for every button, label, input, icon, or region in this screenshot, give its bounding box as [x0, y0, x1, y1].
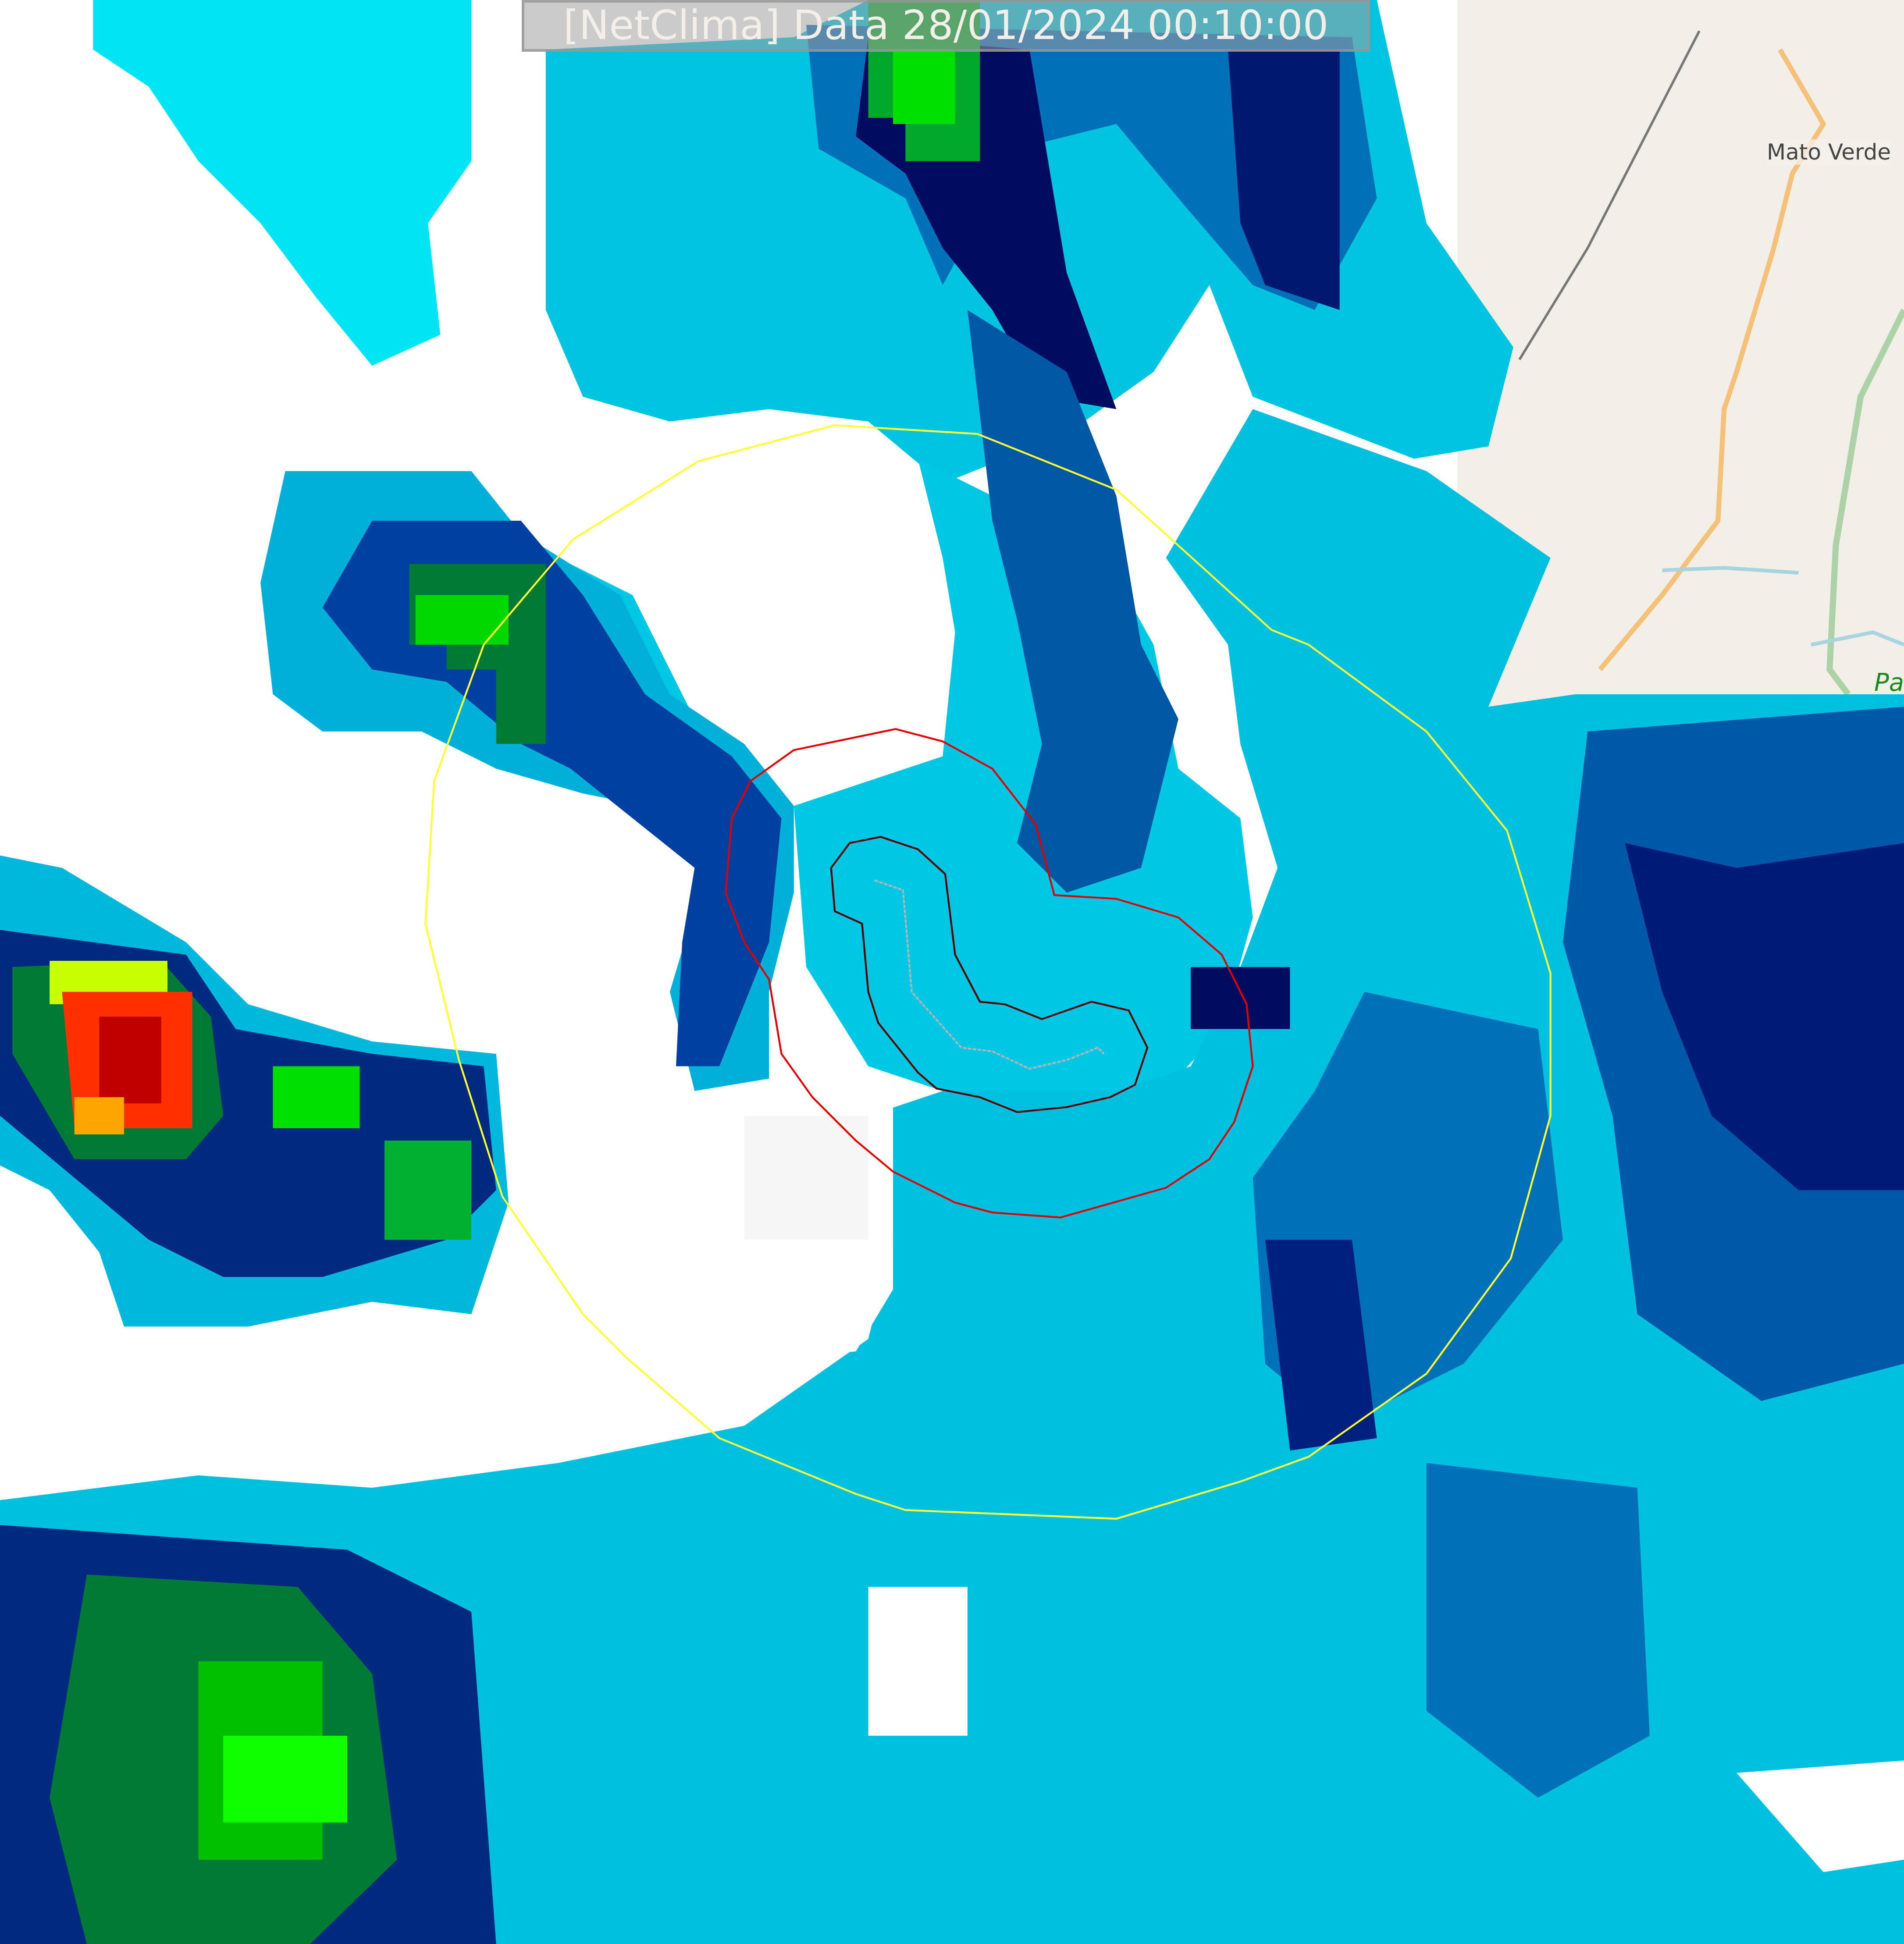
range-ring	[424, 424, 1552, 1520]
contour-outer	[724, 728, 1254, 1219]
storm-track	[874, 879, 1105, 1070]
river	[1662, 566, 1904, 647]
map-title: [NetClima] Data 28/01/2024 00:10:00	[522, 0, 1370, 52]
land-area	[1457, 0, 1904, 893]
contour-inner	[830, 836, 1149, 1113]
railway	[1518, 30, 1701, 360]
place-label: Mato Verde	[1767, 139, 1891, 165]
place-label: Pa	[1874, 668, 1904, 697]
state-border	[1826, 308, 1904, 697]
